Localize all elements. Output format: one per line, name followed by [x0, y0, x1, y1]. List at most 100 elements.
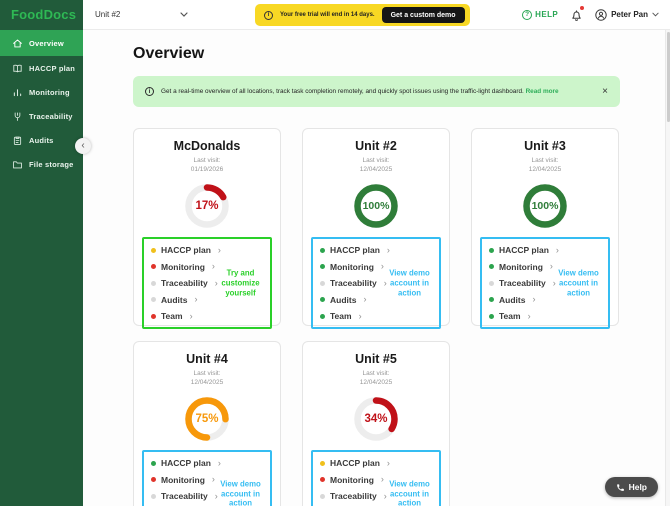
location-card-unit-3: Unit #3 Last visit: 12/04/2025 100% HACCP… — [471, 128, 619, 330]
last-visit: Last visit: 12/04/2025 — [359, 370, 393, 387]
module-label: Traceability — [161, 278, 208, 289]
notifications-button[interactable] — [570, 5, 585, 22]
app-logo[interactable]: FoodDocs — [11, 7, 77, 22]
module-link-haccp-plan[interactable]: HACCP plan › — [151, 242, 237, 259]
sidebar-collapse-button[interactable]: ‹ — [75, 138, 91, 154]
module-label: Team — [499, 311, 521, 322]
completion-ring: 100% — [523, 184, 567, 228]
module-label: Monitoring — [330, 261, 374, 272]
info-icon: i — [264, 10, 273, 20]
status-dot-gray — [489, 280, 494, 286]
module-link-traceability[interactable]: Traceability › — [320, 488, 406, 505]
card-title: Unit #3 — [524, 139, 566, 153]
module-list-box: HACCP plan › Monitoring › Traceability ›… — [142, 236, 272, 330]
module-link-team[interactable]: Team › — [320, 308, 406, 325]
location-card-unit-4: Unit #4 Last visit: 12/04/2025 75% HACCP … — [133, 341, 281, 506]
status-dot-gray — [151, 280, 156, 286]
close-icon[interactable]: × — [602, 86, 608, 97]
module-link-traceability[interactable]: Traceability › — [320, 275, 406, 292]
sidebar-item-label: File storage — [29, 159, 74, 169]
notification-badge — [579, 5, 585, 10]
user-menu[interactable]: Peter Pan — [595, 8, 659, 21]
topbar-right-group: ? HELP Peter Pan — [522, 0, 659, 29]
main-content: Overview i Get a real-time overview of a… — [83, 30, 665, 506]
module-label: HACCP plan — [330, 458, 380, 469]
topbar: Unit #2 i Your free trial will end in 14… — [83, 0, 670, 30]
help-fab-label: Help — [628, 482, 647, 492]
module-label: Traceability — [330, 491, 377, 502]
sidebar-item-audits[interactable]: Audits — [0, 128, 83, 152]
card-title: Unit #4 — [186, 352, 228, 366]
completion-percent: 34% — [364, 412, 388, 425]
chevron-right-icon: › — [189, 310, 193, 321]
last-visit: Last visit: 12/04/2025 — [359, 157, 393, 174]
module-link-audits[interactable]: Audits › — [489, 291, 575, 308]
module-list-box: HACCP plan › Monitoring › Traceability ›… — [311, 236, 441, 330]
phone-icon — [616, 483, 624, 491]
completion-percent: 100% — [531, 199, 559, 212]
completion-ring: 17% — [185, 184, 229, 228]
module-link-audits[interactable]: Audits › — [151, 291, 237, 308]
sidebar-item-traceability[interactable]: Traceability — [0, 104, 83, 128]
module-link-monitoring[interactable]: Monitoring › — [320, 258, 406, 275]
module-link-monitoring[interactable]: Monitoring › — [151, 471, 237, 488]
chevron-right-icon: › — [383, 277, 387, 288]
chevron-right-icon: › — [217, 457, 221, 468]
sidebar-item-haccp-plan[interactable]: HACCP plan — [0, 56, 83, 80]
chevron-right-icon: › — [214, 490, 218, 501]
annotation-text: Try and customize yourself — [221, 268, 260, 297]
module-link-traceability[interactable]: Traceability › — [151, 275, 237, 292]
read-more-link[interactable]: Read more — [525, 88, 559, 95]
status-dot-green — [489, 264, 494, 270]
module-link-haccp-plan[interactable]: HACCP plan › — [320, 242, 406, 259]
status-dot-yellow — [320, 460, 325, 466]
bell-icon — [572, 9, 581, 21]
module-link-audits[interactable]: Audits › — [320, 291, 406, 308]
module-label: Traceability — [161, 491, 208, 502]
chevron-right-icon: › — [527, 310, 531, 321]
help-fab-button[interactable]: Help — [604, 477, 658, 497]
module-link-monitoring[interactable]: Monitoring › — [151, 258, 237, 275]
module-link-monitoring[interactable]: Monitoring › — [320, 471, 406, 488]
chevron-right-icon: › — [532, 294, 536, 305]
unit-selector[interactable]: Unit #2 — [95, 0, 188, 29]
chevron-right-icon: › — [217, 244, 221, 255]
module-label: Traceability — [330, 278, 377, 289]
scrollbar[interactable] — [665, 30, 670, 506]
sidebar: FoodDocs Overview HACCP plan Monitoring Tra… — [0, 0, 83, 506]
module-label: Traceability — [499, 278, 546, 289]
status-dot-gray — [320, 493, 325, 499]
chevron-down-icon — [652, 12, 659, 17]
module-list-box: HACCP plan › Monitoring › Traceability ›… — [480, 236, 610, 330]
help-link[interactable]: ? HELP — [522, 9, 558, 20]
annotation-text: View demo account in action — [558, 268, 599, 297]
module-link-traceability[interactable]: Traceability › — [489, 275, 575, 292]
module-label: Monitoring — [161, 261, 205, 272]
last-visit: Last visit: 01/19/2026 — [190, 157, 224, 174]
unit-selector-value: Unit #2 — [95, 10, 121, 19]
module-link-team[interactable]: Team › — [151, 308, 237, 325]
scrollbar-thumb[interactable] — [666, 32, 670, 122]
module-label: Monitoring — [499, 261, 543, 272]
module-link-haccp-plan[interactable]: HACCP plan › — [151, 455, 237, 472]
sidebar-item-label: HACCP plan — [29, 63, 76, 73]
module-link-haccp-plan[interactable]: HACCP plan › — [489, 242, 575, 259]
module-label: Team — [330, 311, 352, 322]
banner-text: Get a real-time overview of all location… — [161, 88, 524, 95]
sidebar-item-monitoring[interactable]: Monitoring — [0, 80, 83, 104]
sidebar-item-overview[interactable]: Overview — [0, 30, 83, 56]
module-link-traceability[interactable]: Traceability › — [151, 488, 237, 505]
sidebar-item-file-storage[interactable]: File storage — [0, 152, 83, 176]
get-custom-demo-button[interactable]: Get a custom demo — [381, 7, 465, 23]
page-title: Overview — [133, 45, 205, 62]
module-list-box: HACCP plan › Monitoring › Traceability ›… — [311, 449, 441, 506]
chevron-down-icon — [180, 12, 188, 17]
module-link-monitoring[interactable]: Monitoring › — [489, 258, 575, 275]
module-label: Monitoring — [161, 474, 205, 485]
traceability-icon — [11, 110, 23, 122]
chevron-right-icon: › — [211, 474, 215, 485]
module-link-team[interactable]: Team › — [489, 308, 575, 325]
module-link-haccp-plan[interactable]: HACCP plan › — [320, 455, 406, 472]
completion-ring: 34% — [354, 397, 398, 441]
